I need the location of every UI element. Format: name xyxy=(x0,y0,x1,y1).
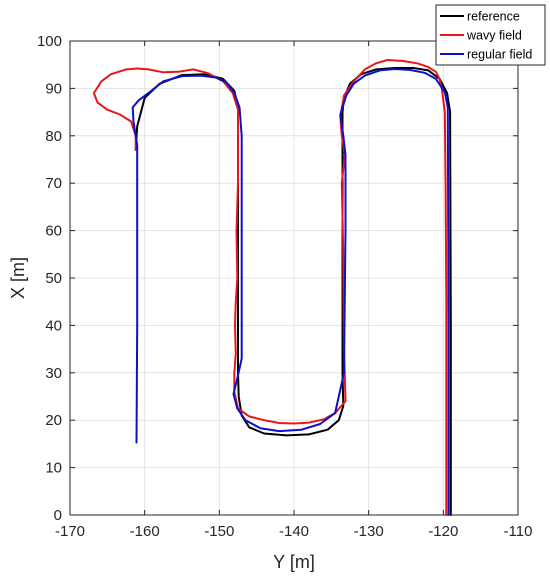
x-tick-label: -130 xyxy=(354,523,384,540)
series-lines xyxy=(92,59,452,516)
y-tick-label: 90 xyxy=(45,80,62,97)
x-tick-labels: -170 -160 -150 -140 -130 -120 -110 xyxy=(55,41,532,540)
y-axis-label: X [m] xyxy=(8,257,28,299)
y-tick-label: 60 xyxy=(45,223,62,240)
legend-label: regular field xyxy=(467,48,532,62)
x-tick-label: -160 xyxy=(130,523,160,540)
x-tick-label: -170 xyxy=(55,523,85,540)
y-tick-label: 0 xyxy=(54,507,62,524)
legend-label: reference xyxy=(467,10,520,24)
series-line-wavy-field xyxy=(92,59,448,516)
legend-label: wavy field xyxy=(466,29,522,43)
y-tick-label: 30 xyxy=(45,365,62,382)
y-tick-label: 40 xyxy=(45,317,62,334)
legend: reference wavy field regular field xyxy=(435,4,546,66)
x-tick-label: -110 xyxy=(504,523,533,540)
y-tick-labels: 0 10 20 30 40 50 60 70 80 90 100 xyxy=(37,33,518,524)
y-tick-label: 100 xyxy=(37,33,62,50)
x-tick-label: -140 xyxy=(279,523,309,540)
x-tick-label: -120 xyxy=(428,523,458,540)
y-tick-label: 20 xyxy=(45,412,62,429)
y-tick-label: 50 xyxy=(45,270,62,287)
series-line-regular-field xyxy=(131,68,450,516)
y-tick-label: 70 xyxy=(45,175,62,192)
x-axis-label: Y [m] xyxy=(273,552,315,572)
x-tick-label: -150 xyxy=(204,523,234,540)
y-tick-label: 80 xyxy=(45,128,62,145)
series-line-reference xyxy=(134,67,452,516)
y-tick-label: 10 xyxy=(45,460,62,477)
